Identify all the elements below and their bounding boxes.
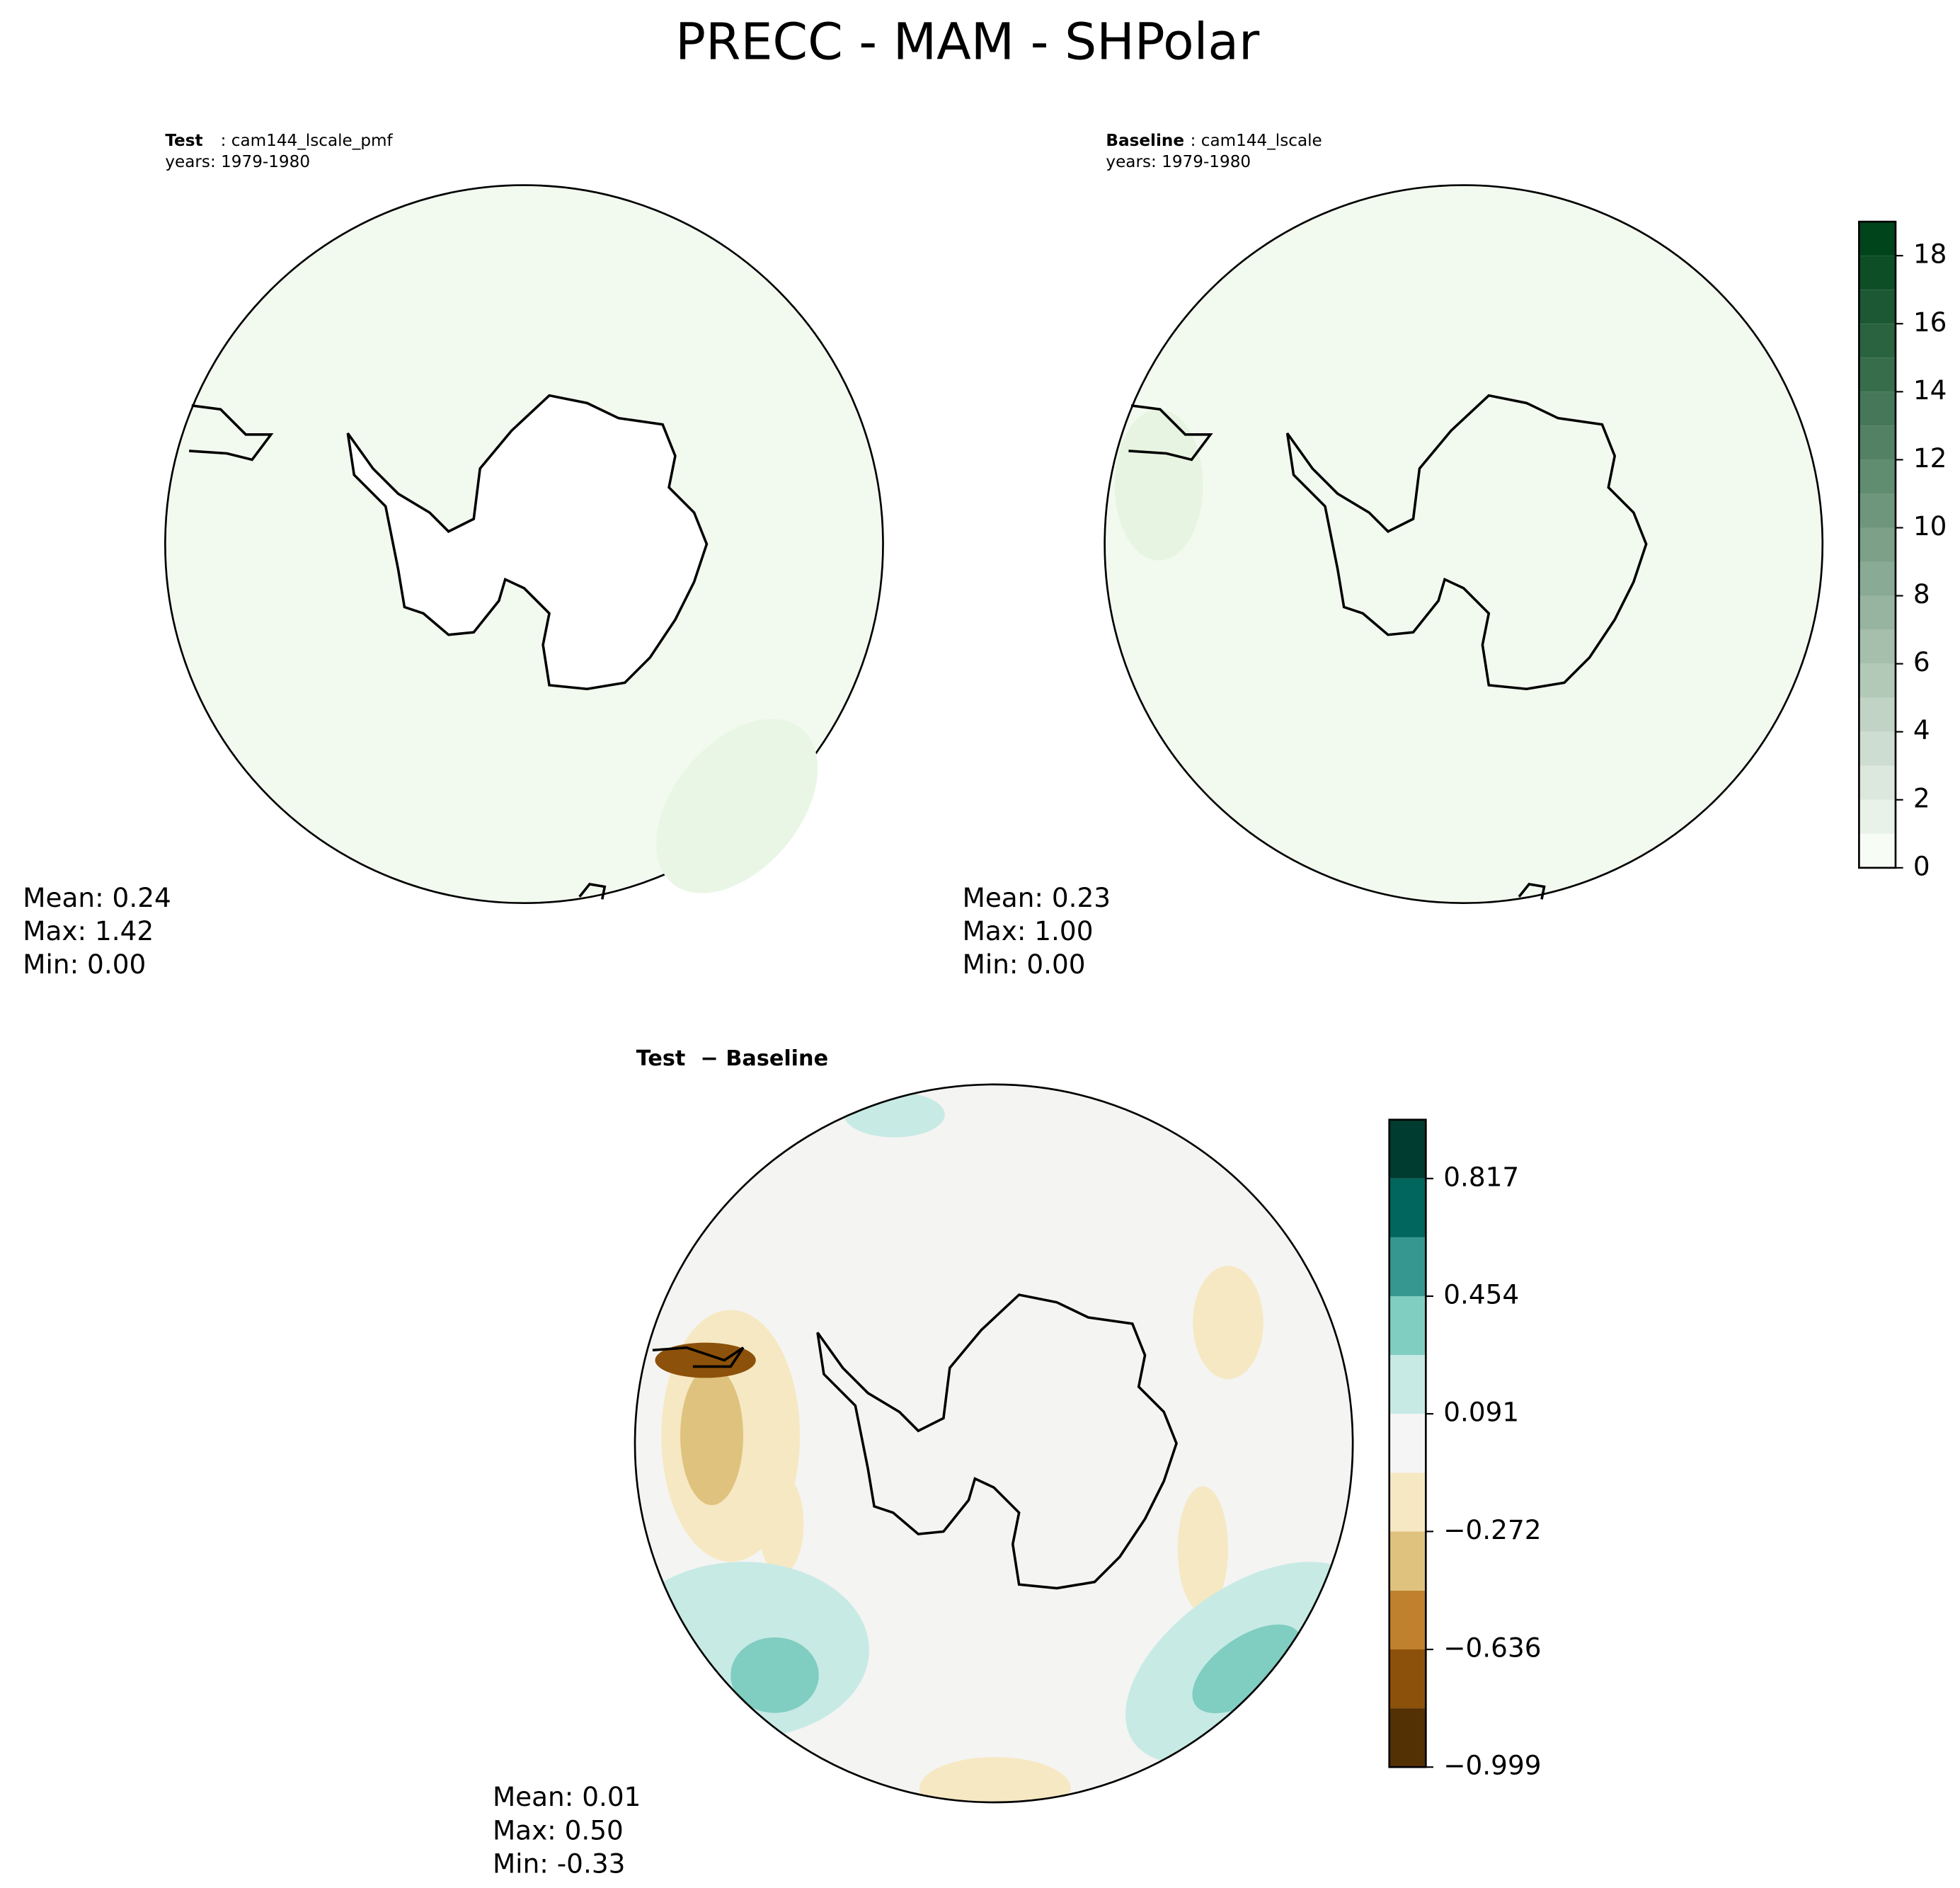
colorbar-band (1859, 731, 1896, 766)
panel-label: Test (636, 1046, 686, 1071)
colorbar-band (1859, 493, 1896, 528)
stat-text: Min: 0.00 (963, 949, 1086, 980)
colorbar-band (1389, 1590, 1426, 1650)
contour (680, 1366, 744, 1506)
colorbar-tick-label: 14 (1913, 374, 1947, 406)
colorbar-band (1859, 765, 1896, 800)
panel-label: Test (165, 132, 202, 150)
colorbar-band (1389, 1178, 1426, 1237)
colorbar-band (1859, 833, 1896, 868)
stat-text: Mean: 0.01 (493, 1781, 641, 1812)
panel-years: years: 1979-1980 (165, 153, 310, 171)
colorbar-frame (1858, 220, 1897, 869)
panel-case: : cam144_lscale_pmf (221, 132, 394, 150)
colorbar-tick-label: 8 (1913, 578, 1930, 610)
colorbar-tick-label: 16 (1913, 307, 1947, 338)
contour (655, 1342, 756, 1378)
colorbar-band (1859, 357, 1896, 392)
colorbar-band (1389, 1414, 1426, 1473)
coastline (1128, 404, 1213, 462)
colorbar-tick-label: −0.636 (1443, 1632, 1541, 1664)
colorbar-frame (1388, 1119, 1427, 1768)
colorbar-band (1389, 1649, 1426, 1709)
colorbar-band (1859, 697, 1896, 732)
colorbar-band (1859, 391, 1896, 426)
colorbar-band (1389, 1295, 1426, 1356)
contour (1177, 1486, 1228, 1613)
map-border (634, 1083, 1354, 1804)
contour (656, 719, 818, 893)
colorbar-tick-label: 10 (1913, 510, 1947, 542)
colorbar-tick-label: 0.091 (1443, 1397, 1519, 1428)
colorbar-band (1859, 256, 1896, 290)
colorbar-band (1859, 799, 1896, 834)
panel-label: Baseline (1106, 132, 1184, 150)
colorbar-band (1859, 425, 1896, 460)
colorbar-band (1859, 663, 1896, 698)
colorbar-band (1859, 459, 1896, 494)
colorbar-tick-label: −0.272 (1443, 1514, 1541, 1545)
contour (1192, 1624, 1302, 1714)
colorbar-tick-label: 18 (1913, 239, 1947, 270)
colorbar-band (1389, 1708, 1426, 1768)
colorbar-band (1859, 324, 1896, 358)
stat-text: Mean: 0.23 (963, 882, 1111, 913)
colorbar-band (1859, 222, 1896, 256)
contour (919, 1756, 1071, 1803)
panel-years: years: 1979-1980 (1106, 153, 1251, 171)
colorbar-band (1389, 1119, 1426, 1179)
colorbar-band (1389, 1472, 1426, 1532)
colorbar-band (1859, 561, 1896, 596)
coastline (578, 883, 607, 900)
panel-case: : cam144_lscale (1191, 132, 1322, 150)
colorbar-tick-label: −0.999 (1443, 1750, 1541, 1781)
coastline (189, 404, 274, 462)
colorbar-band (1859, 527, 1896, 562)
colorbar-tick-label: 4 (1913, 714, 1930, 745)
figure-title: PRECC - MAM - SHPolar (675, 13, 1260, 71)
colorbar-tick-label: 12 (1913, 442, 1947, 474)
contour (1193, 1266, 1263, 1380)
colorbar-tick-label: 0 (1913, 850, 1930, 881)
colorbar-tick-label: 0.817 (1443, 1161, 1519, 1192)
stat-text: Min: 0.00 (23, 949, 146, 980)
colorbar-band (1859, 290, 1896, 324)
panel-case: − Baseline (701, 1046, 829, 1071)
stat-text: Max: 1.42 (23, 915, 154, 946)
coastline (1518, 883, 1546, 900)
colorbar-tick-label: 2 (1913, 782, 1930, 813)
contour (730, 1637, 819, 1713)
stat-text: Max: 0.50 (493, 1814, 624, 1846)
colorbar-band (1859, 629, 1896, 664)
colorbar-band (1389, 1237, 1426, 1296)
contour (758, 1473, 804, 1574)
colorbar-band (1389, 1531, 1426, 1591)
contour (1114, 409, 1203, 561)
stat-text: Max: 1.00 (963, 915, 1094, 946)
colorbar-tick-label: 0.454 (1443, 1278, 1519, 1310)
colorbar-band (1859, 595, 1896, 630)
stat-text: Min: -0.33 (493, 1848, 625, 1879)
stat-text: Mean: 0.24 (23, 882, 171, 913)
colorbar-band (1389, 1355, 1426, 1414)
colorbar-tick-label: 6 (1913, 646, 1930, 677)
coastline (652, 1346, 745, 1368)
